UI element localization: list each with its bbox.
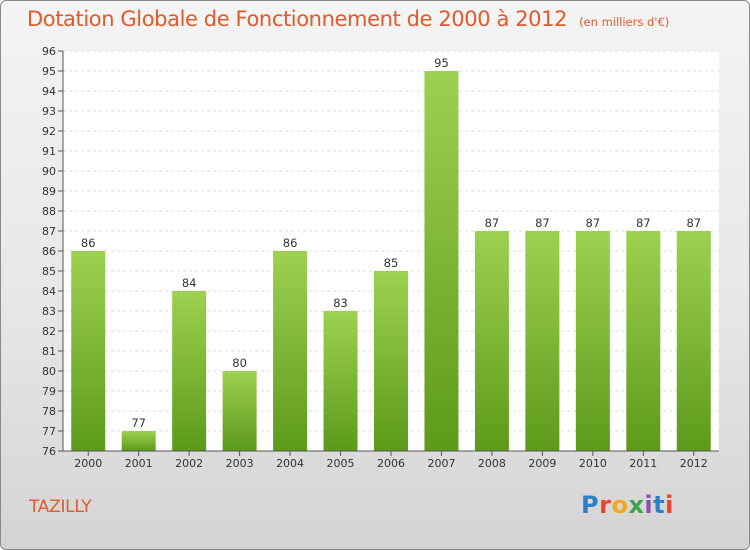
bar-value-label: 77 <box>131 416 146 430</box>
bars: 86 77 84 80 86 83 85 95 87 87 87 87 87 <box>71 56 711 451</box>
bar <box>626 231 661 451</box>
x-tick-label: 2001 <box>125 457 153 470</box>
y-tick-label: 81 <box>42 345 56 358</box>
y-tick-label: 83 <box>42 305 56 318</box>
x-tick-label: 2011 <box>629 457 657 470</box>
x-tick-label: 2009 <box>528 457 556 470</box>
bar <box>273 251 308 451</box>
x-tick-label: 2007 <box>427 457 455 470</box>
y-tick-label: 82 <box>42 325 56 338</box>
logo-letter: i <box>644 491 654 519</box>
logo-letter: t <box>653 491 666 519</box>
y-tick-label: 95 <box>42 65 56 78</box>
y-tick-label: 89 <box>42 185 56 198</box>
chart-unit-label: (en milliers d'€) <box>579 15 670 29</box>
y-tick-label: 87 <box>42 225 56 238</box>
y-tick-label: 77 <box>42 425 56 438</box>
y-tick-label: 94 <box>42 85 56 98</box>
y-tick-label: 80 <box>42 365 56 378</box>
commune-name: TAZILLY <box>29 497 92 517</box>
bar-value-label: 86 <box>81 236 96 250</box>
x-tick-label: 2000 <box>74 457 102 470</box>
logo-letter: x <box>628 491 645 519</box>
x-tick-label: 2005 <box>327 457 355 470</box>
y-tick-label: 78 <box>42 405 56 418</box>
y-tick-label: 85 <box>42 265 56 278</box>
x-tick-label: 2003 <box>226 457 254 470</box>
bar-value-label: 87 <box>686 216 701 230</box>
x-tick-label: 2006 <box>377 457 405 470</box>
x-tick-label: 2012 <box>680 457 708 470</box>
y-tick-label: 92 <box>42 125 56 138</box>
bar-value-label: 84 <box>182 276 197 290</box>
y-axis: 76 77 78 79 80 81 82 83 84 85 86 87 88 89 90 91 92 93 94 95… <box>42 45 64 458</box>
bar <box>222 371 257 451</box>
bar <box>424 71 459 451</box>
bar-value-label: 95 <box>434 56 449 70</box>
bar-value-label: 87 <box>485 216 500 230</box>
chart-title-main: Dotation Globale de Fonctionnement de 20… <box>27 7 568 31</box>
logo-letter: o <box>611 491 629 519</box>
chart-title: Dotation Globale de Fonctionnement de 20… <box>27 7 669 31</box>
y-tick-label: 76 <box>42 445 56 458</box>
bar-value-label: 80 <box>232 356 247 370</box>
bar <box>525 231 560 451</box>
y-tick-label: 96 <box>42 45 56 58</box>
bar <box>474 231 509 451</box>
y-tick-label: 86 <box>42 245 56 258</box>
logo-letter: P <box>581 491 600 519</box>
x-tick-label: 2008 <box>478 457 506 470</box>
bar <box>676 231 711 451</box>
bar-value-label: 87 <box>535 216 550 230</box>
x-tick-label: 2002 <box>175 457 203 470</box>
bar <box>374 271 408 451</box>
bar <box>71 251 106 451</box>
x-tick-label: 2004 <box>276 457 304 470</box>
y-tick-label: 79 <box>42 385 56 398</box>
bar <box>121 431 156 451</box>
y-tick-label: 91 <box>42 145 56 158</box>
logo-letter: r <box>599 491 612 519</box>
bar-value-label: 85 <box>384 256 399 270</box>
bar <box>575 231 610 451</box>
bar <box>172 291 207 451</box>
y-tick-label: 88 <box>42 205 56 218</box>
x-axis: 2000 2001 2002 2003 2004 2005 2006 2007 2008 2009… <box>63 450 719 470</box>
bar-value-label: 87 <box>586 216 601 230</box>
y-tick-label: 93 <box>42 105 56 118</box>
bar-value-label: 83 <box>333 296 348 310</box>
bar-value-label: 87 <box>636 216 651 230</box>
y-tick-label: 84 <box>42 285 56 298</box>
y-tick-label: 90 <box>42 165 56 178</box>
bar <box>323 311 358 451</box>
bar-value-label: 86 <box>283 236 298 250</box>
logo-letter: i <box>665 491 674 519</box>
x-tick-label: 2010 <box>579 457 607 470</box>
proxiti-logo[interactable]: Proxiti <box>581 491 674 519</box>
